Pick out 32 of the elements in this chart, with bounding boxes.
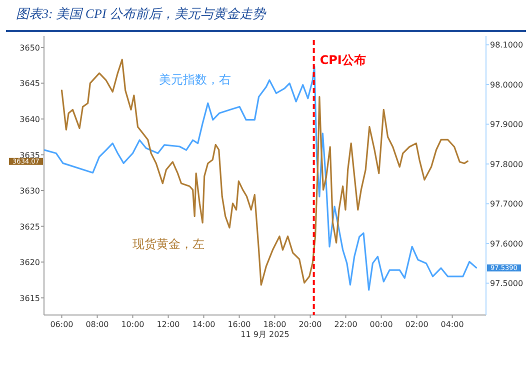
x-tick-label: 12:00 bbox=[156, 320, 180, 329]
y-tick-label: 3645 bbox=[20, 79, 40, 88]
y2-tick-label: 97.5000 bbox=[490, 279, 524, 288]
x-tick-label: 14:00 bbox=[192, 320, 216, 329]
y2-tick-label: 97.7000 bbox=[490, 200, 524, 209]
y-tick-label: 3620 bbox=[20, 258, 40, 268]
y2-tick-label: 97.8000 bbox=[490, 160, 524, 169]
x-tick-label: 02:00 bbox=[405, 320, 428, 329]
x-tick-label: 16:00 bbox=[228, 320, 251, 329]
chart-title: 图表3: 美国 CPI 公布前后，美元与黄金走势 bbox=[16, 6, 267, 21]
y-tick-label: 3625 bbox=[20, 222, 40, 232]
ref-line-label: CPI公布 bbox=[320, 53, 366, 67]
x-tick-label: 22:00 bbox=[334, 320, 358, 329]
x-tick-label: 00:00 bbox=[370, 320, 393, 329]
y-tick-label: 3640 bbox=[20, 114, 40, 124]
y-tick-label: 3615 bbox=[20, 294, 40, 303]
x-tick-label: 18:00 bbox=[263, 320, 286, 329]
y2-tick-label: 97.6000 bbox=[490, 239, 524, 248]
x-axis-title: 11 9月 2025 bbox=[240, 330, 290, 339]
series-label: 现货黄金，左 bbox=[132, 237, 204, 252]
y-tick-label: 3650 bbox=[20, 43, 40, 52]
x-tick-label: 20:00 bbox=[298, 320, 322, 329]
series-label: 美元指数，右 bbox=[158, 72, 231, 86]
x-tick-label: 10:00 bbox=[121, 320, 144, 329]
y-tick-label: 3635 bbox=[20, 150, 40, 160]
y-tick-label: 3630 bbox=[20, 186, 40, 196]
y2-tick-label: 98.1000 bbox=[490, 40, 524, 50]
x-tick-label: 08:00 bbox=[86, 320, 109, 329]
y2-tick-label: 98.0000 bbox=[490, 80, 524, 90]
x-tick-label: 06:00 bbox=[50, 320, 74, 329]
y2-tick-label: 97.9000 bbox=[490, 120, 524, 130]
x-tick-label: 04:00 bbox=[440, 320, 464, 329]
